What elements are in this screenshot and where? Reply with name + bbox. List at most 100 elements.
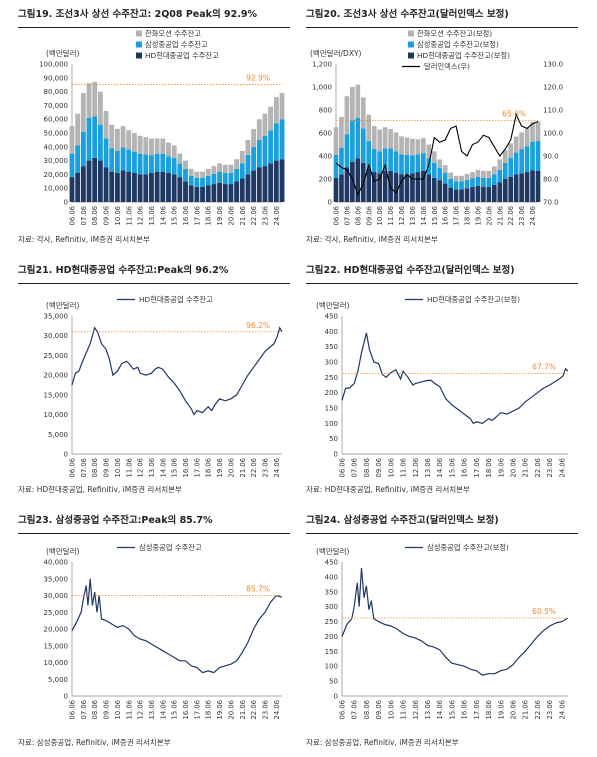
- bar-segment: [200, 171, 205, 178]
- bar-segment: [109, 171, 115, 202]
- chart-fig22: (백만달러) 0 50 100 150 200 250 300 350 400 450 06.06 07…: [316, 295, 569, 477]
- bar-segment: [86, 160, 92, 202]
- y-tick-label: 0: [64, 451, 68, 459]
- bar-segment: [442, 165, 448, 173]
- bar-segment: [239, 150, 245, 164]
- y-tick-label: 600: [319, 130, 332, 138]
- y2-tick-label: 110.0: [543, 107, 563, 115]
- bar-segment: [183, 168, 188, 182]
- chart-fig20: (백만달러/DXY) 0 200 400 600 800 1,000 1,200 06.06 07…: [310, 30, 563, 225]
- bar-segment: [137, 174, 143, 202]
- bar-segment: [393, 172, 399, 202]
- x-tick-label: 20.06: [227, 206, 235, 225]
- x-tick-label: 22.06: [507, 206, 515, 225]
- y-tick-label: 350: [325, 588, 338, 596]
- bar-segment: [256, 167, 262, 202]
- y-tick-label: 30,000: [44, 592, 69, 600]
- x-tick-label: 17.06: [193, 700, 201, 719]
- x-tick-label: 22.06: [250, 458, 258, 477]
- y-tick-label: 450: [325, 313, 338, 321]
- bar-segment: [524, 128, 530, 147]
- x-tick-label: 07.06: [80, 206, 88, 225]
- bar-segment: [222, 173, 228, 185]
- bar-segment: [530, 141, 535, 171]
- bar-segment: [234, 159, 240, 169]
- y-tick-label: 35,000: [44, 313, 69, 321]
- x-tick-label: 16.06: [442, 206, 450, 225]
- x-tick-label: 10.06: [387, 700, 395, 719]
- bar-segment: [211, 184, 217, 202]
- bar-segment: [508, 157, 514, 177]
- title-rule: [306, 533, 578, 534]
- bar-segment: [194, 177, 200, 187]
- legend-swatch: [408, 41, 414, 48]
- chart-fig24: (백만달러) 0 50 100 150 200 250 300 350 400 450 06.06 07…: [316, 543, 569, 719]
- x-tick-label: 16.06: [461, 458, 469, 477]
- x-tick-label: 21.06: [239, 206, 247, 225]
- bar-segment: [524, 172, 530, 202]
- bar-segment: [399, 136, 404, 155]
- x-tick-label: 19.06: [216, 458, 224, 477]
- bar-segment: [137, 153, 143, 175]
- legend-label: 삼성중공업 수주잔고(보정): [427, 543, 509, 552]
- peak-label: 92.9%: [246, 74, 270, 83]
- bar-segment: [355, 118, 361, 159]
- bar-segment: [486, 177, 492, 188]
- legend-label: HD현대중공업 수주잔고(보정): [417, 51, 510, 60]
- x-tick-label: 19.06: [497, 700, 505, 719]
- bar-segment: [200, 186, 205, 202]
- y-tick-label: 10,000: [44, 411, 69, 419]
- x-tick-label: 23.06: [261, 458, 269, 477]
- y-tick-label: 20,000: [44, 372, 69, 380]
- bar-segment: [333, 127, 339, 155]
- bar-segment: [350, 161, 355, 202]
- bar-segment: [470, 178, 475, 188]
- bar-segment: [464, 188, 470, 202]
- bar-segment: [92, 81, 98, 117]
- y-tick-label: 300: [325, 359, 338, 367]
- bar-segment: [69, 153, 75, 178]
- x-tick-label: 10.06: [114, 700, 122, 719]
- bar-segment: [415, 172, 421, 202]
- x-tick-label: 14.06: [436, 458, 444, 477]
- title-rule: [18, 283, 290, 284]
- y-tick-label: 40,000: [44, 559, 69, 567]
- x-tick-label: 06.06: [339, 458, 347, 477]
- bar-segment: [426, 144, 432, 159]
- x-tick-label: 24.06: [529, 206, 537, 225]
- bar-segment: [251, 170, 257, 202]
- bar-segment: [497, 159, 503, 170]
- bar-segment: [519, 149, 524, 174]
- y-tick-label: 70,000: [44, 102, 69, 110]
- y-tick-label: 25,000: [44, 609, 69, 617]
- bar-segment: [234, 181, 240, 202]
- bar-segment: [366, 168, 372, 202]
- unit-label: (백만달러): [316, 300, 350, 310]
- bar-segment: [160, 138, 166, 154]
- x-tick-label: 06.06: [69, 700, 77, 719]
- x-tick-label: 11.06: [125, 700, 133, 719]
- bar-segment: [502, 179, 508, 202]
- x-tick-label: 19.06: [497, 458, 505, 477]
- bar-segment: [183, 181, 188, 202]
- x-tick-label: 23.06: [261, 206, 269, 225]
- series-line: [71, 326, 283, 416]
- bar-segment: [459, 181, 464, 190]
- x-tick-label: 19.06: [216, 206, 224, 225]
- y-tick-label: 0: [334, 693, 338, 701]
- bar-segment: [69, 177, 75, 202]
- unit-label: (백만달러/DXY): [310, 48, 362, 58]
- x-tick-label: 14.06: [420, 206, 428, 225]
- unit-label: (백만달러): [46, 546, 80, 556]
- bar-segment: [273, 123, 279, 161]
- bar-segment: [154, 153, 160, 172]
- y-tick-label: 60,000: [44, 116, 69, 124]
- x-tick-label: 14.06: [436, 700, 444, 719]
- x-tick-label: 08.06: [91, 458, 99, 477]
- y-tick-label: 20,000: [44, 171, 69, 179]
- x-tick-label: 06.06: [339, 700, 347, 719]
- bar-segment: [508, 176, 514, 202]
- bar-segment: [188, 168, 194, 176]
- bar-segment: [273, 160, 279, 202]
- x-tick-label: 18.06: [464, 206, 472, 225]
